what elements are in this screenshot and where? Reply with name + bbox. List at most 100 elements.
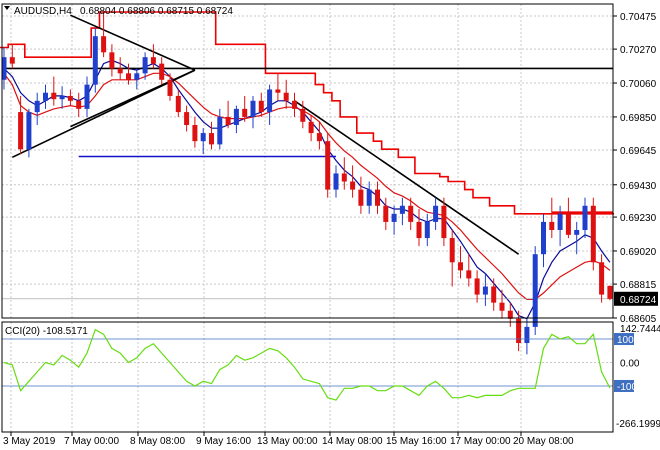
price-axis-label: 0.70270: [620, 45, 657, 56]
bullish-candle: [541, 221, 546, 255]
bearish-candle: [549, 221, 555, 230]
trend-line[interactable]: [70, 14, 196, 71]
bullish-candle: [333, 173, 339, 190]
time-axis-label: 14 May 08:00: [322, 436, 383, 447]
bearish-candle: [292, 100, 297, 109]
bearish-candle: [474, 278, 480, 295]
cci-level-label: 100: [617, 335, 634, 346]
time-axis-label: 15 May 16:00: [386, 436, 447, 447]
bearish-candle: [458, 262, 463, 271]
bearish-candle: [507, 310, 513, 319]
cci-line: [3, 328, 611, 401]
bullish-candle: [574, 229, 580, 235]
bearish-candle: [209, 133, 214, 145]
bearish-candle: [101, 36, 107, 53]
cci-label: CCI(20) -108.5171: [5, 326, 88, 337]
bearish-candle: [51, 92, 57, 100]
bearish-candle: [565, 213, 571, 235]
price-axis-label: 0.69230: [620, 213, 657, 224]
collapse-arrow-icon[interactable]: [4, 6, 10, 10]
bearish-candle: [358, 189, 364, 206]
bullish-candle: [59, 95, 65, 100]
cci-scale-bottom: -266.1999: [616, 419, 660, 430]
bullish-candle: [267, 89, 273, 113]
bearish-candle: [109, 52, 115, 69]
bullish-candle: [250, 100, 256, 117]
bearish-candle: [449, 238, 455, 263]
current-price-label: 0.68724: [620, 295, 657, 306]
bearish-candle: [383, 205, 389, 222]
symbol-label: AUDUSD,H4: [14, 6, 72, 17]
bullish-candle: [557, 213, 563, 230]
bearish-candle: [590, 205, 596, 263]
cci-level-tag: [614, 333, 634, 346]
bearish-candle: [76, 100, 82, 109]
bearish-candle: [67, 95, 73, 101]
bullish-candle: [217, 116, 223, 145]
bearish-candle: [258, 100, 264, 113]
bearish-candle: [350, 181, 356, 190]
bearish-candle: [242, 108, 248, 117]
bullish-candle: [134, 73, 140, 80]
slow-moving-average-line: [3, 72, 611, 300]
bearish-candle: [416, 221, 422, 239]
bullish-candle: [399, 205, 405, 214]
bearish-candle: [150, 57, 156, 64]
time-axis-label: 3 May 2019: [3, 436, 56, 447]
cci-level-tag: [614, 379, 634, 392]
bearish-candle: [491, 286, 497, 303]
bearish-candle: [341, 173, 347, 182]
bearish-candle: [275, 89, 281, 93]
bearish-candle: [184, 112, 190, 126]
price-axis-label: 0.69645: [620, 146, 657, 157]
bullish-candle: [524, 326, 530, 344]
price-axis-label: 0.70475: [620, 12, 657, 23]
bullish-candle: [43, 92, 48, 101]
bearish-candle: [192, 125, 198, 142]
price-axis-label: 0.69020: [620, 247, 657, 258]
bullish-candle: [482, 286, 488, 295]
bearish-candle: [225, 116, 231, 126]
bullish-candle: [582, 205, 588, 230]
bearish-candle: [375, 189, 380, 206]
indicator-panel-frame: [1, 321, 614, 433]
bearish-candle: [126, 73, 131, 80]
price-axis-label: 0.68605: [620, 314, 657, 325]
time-axis-label: 9 May 16:00: [196, 436, 251, 447]
bearish-candle: [325, 141, 331, 190]
price-axis-label: 0.69850: [620, 113, 657, 124]
bullish-candle: [200, 133, 206, 142]
bullish-candle: [84, 84, 90, 109]
bullish-candle: [433, 205, 439, 222]
fast-moving-average-line: [3, 59, 611, 320]
cci-scale-top: 142.7444: [620, 324, 660, 335]
bearish-candle: [516, 318, 522, 344]
bearish-candle: [167, 79, 173, 96]
trend-line[interactable]: [70, 69, 196, 128]
bearish-candle: [316, 133, 322, 142]
bearish-candle: [441, 205, 447, 239]
bearish-candle: [159, 63, 165, 80]
time-axis-label: 7 May 00:00: [64, 436, 119, 447]
bullish-candle: [26, 112, 32, 150]
bearish-candle: [466, 270, 472, 279]
bullish-candle: [1, 57, 7, 80]
cci-level-label: 0.00: [620, 359, 640, 370]
time-axis-label: 20 May 08:00: [513, 436, 574, 447]
bullish-candle: [34, 100, 40, 113]
bearish-candle: [117, 68, 123, 74]
bearish-candle: [283, 92, 289, 101]
bullish-candle: [532, 254, 538, 327]
time-axis-label: 13 May 00:00: [257, 436, 318, 447]
bullish-candle: [424, 221, 430, 239]
current-price-tag: [614, 291, 658, 306]
bullish-candle: [142, 57, 148, 74]
bearish-candle: [9, 57, 15, 64]
cci-level-label: -100: [617, 382, 637, 393]
trend-line[interactable]: [294, 100, 520, 255]
time-axis-label: 8 May 08:00: [130, 436, 185, 447]
bullish-candle: [92, 36, 98, 85]
bullish-candle: [233, 108, 239, 126]
price-axis-label: 0.70060: [620, 79, 657, 90]
